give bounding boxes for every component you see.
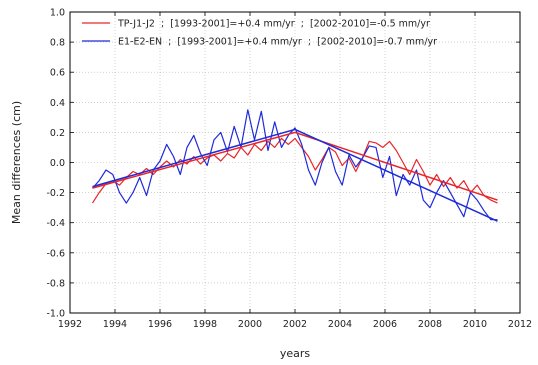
x-tick-label: 1994 xyxy=(103,319,127,330)
trend-layer xyxy=(92,128,498,222)
y-tick-label: 0.6 xyxy=(50,68,65,79)
legend: TP-J1-J2 ; [1993-2001]=+0.4 mm/yr ; [200… xyxy=(82,19,437,48)
y-tick-label: 0.8 xyxy=(50,38,65,49)
y-tick-label: 0.2 xyxy=(50,128,65,139)
x-tick-label: 1992 xyxy=(58,319,82,330)
y-tick-label: -0.6 xyxy=(46,248,65,259)
y-tick-label: -0.4 xyxy=(46,218,65,229)
y-axis-title: Mean differences (cm) xyxy=(10,101,23,224)
x-tick-label: 2008 xyxy=(418,319,442,330)
y-tick-label: 1.0 xyxy=(50,8,65,19)
x-tick-label: 2004 xyxy=(328,319,352,330)
y-tick-label: -0.8 xyxy=(46,278,65,289)
x-tick-label: 2010 xyxy=(463,319,487,330)
y-tick-label: -1.0 xyxy=(46,309,65,320)
axis-ticks: 1992 1994 1996 1998 2000 2002 2004 2006 2008 2010… xyxy=(46,8,532,331)
x-tick-label: 1996 xyxy=(148,319,172,330)
y-tick-label: 0.4 xyxy=(50,98,65,109)
y-tick-label: -0.2 xyxy=(46,188,65,199)
x-tick-label: 2000 xyxy=(238,319,262,330)
legend-label-e1-e2-en: E1-E2-EN ; [1993-2001]=+0.4 mm/yr ; [200… xyxy=(118,37,437,48)
trend-line-1 xyxy=(92,128,498,222)
legend-label-tp-j1-j2: TP-J1-J2 ; [1993-2001]=+0.4 mm/yr ; [200… xyxy=(117,19,430,30)
x-tick-label: 2006 xyxy=(373,319,397,330)
y-tick-label: 0.0 xyxy=(50,158,65,169)
series-line-1 xyxy=(92,109,498,221)
trend-line-0 xyxy=(92,131,498,201)
x-tick-label: 1998 xyxy=(193,319,217,330)
x-tick-label: 2012 xyxy=(508,319,532,330)
x-axis-title: years xyxy=(280,347,311,360)
x-tick-label: 2002 xyxy=(283,319,307,330)
